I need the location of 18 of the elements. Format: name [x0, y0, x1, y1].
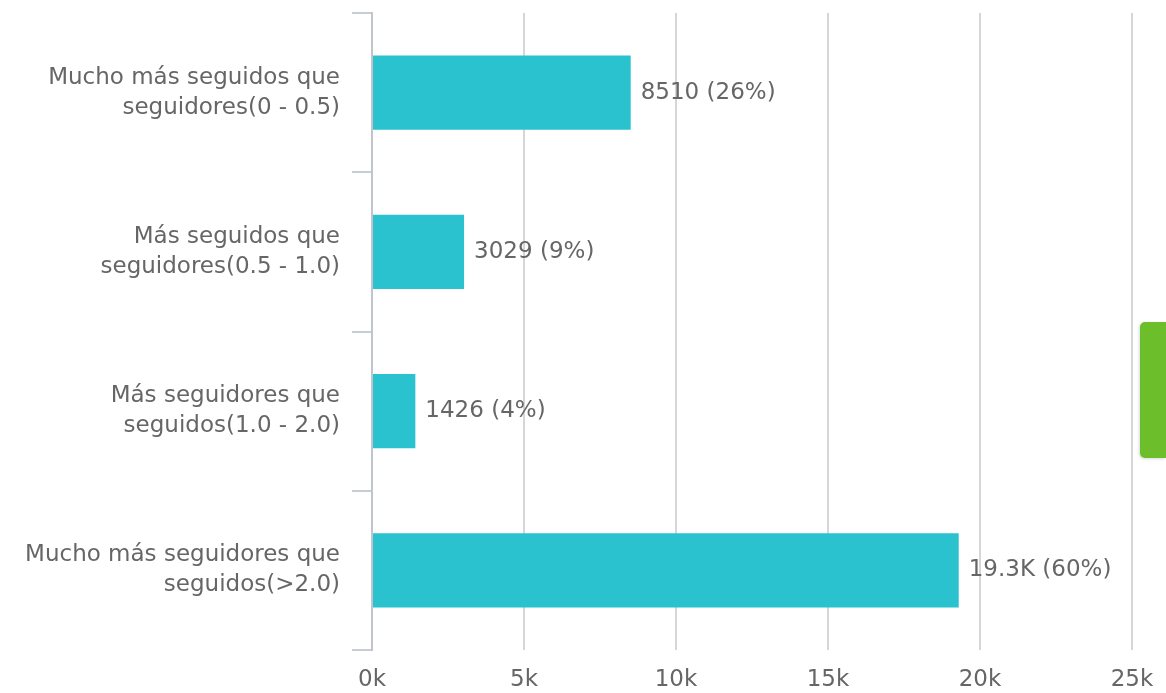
x-tick-label: 10k: [654, 664, 698, 691]
x-tick-label: 0k: [358, 664, 387, 691]
data-label: 1426 (4%): [425, 396, 546, 423]
data-label: 3029 (9%): [474, 236, 595, 263]
y-tick-label: Mucho más seguidores que seguidos(>2.0): [25, 540, 340, 597]
bar: [373, 374, 416, 449]
y-tick-label: Más seguidores que seguidos(1.0 - 2.0): [110, 381, 340, 438]
data-label: 8510 (26%): [640, 77, 776, 104]
x-tick-label: 5k: [510, 664, 539, 691]
bar: [373, 55, 631, 130]
x-tick-label: 25k: [1110, 664, 1154, 691]
bar: [373, 214, 465, 289]
y-tick-label: Más seguidos que seguidores(0.5 - 1.0): [100, 221, 340, 278]
bar: [373, 533, 959, 608]
data-label: 19.3K (60%): [968, 555, 1112, 582]
x-tick-label: 15k: [806, 664, 850, 691]
y-tick-label: Mucho más seguidos que seguidores(0 - 0.5): [48, 62, 340, 119]
x-tick-label: 20k: [958, 664, 1002, 691]
